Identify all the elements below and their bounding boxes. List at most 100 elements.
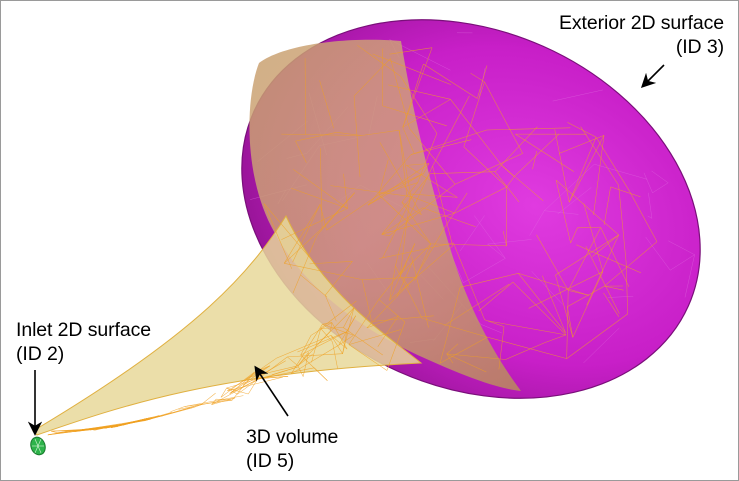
volume-mesh-edge [446,353,487,373]
volume-mesh-edge [580,126,619,186]
volume-mesh-edge [400,193,411,275]
volume-mesh-edge [343,327,383,356]
volume-mesh-edge [396,260,414,297]
volume-mesh-edge [216,398,233,401]
volume-mesh-edge [439,287,461,364]
volume-mesh-edge [463,81,485,147]
volume-mesh-edge [276,335,332,359]
volume-mesh-edge [487,336,567,359]
exterior-mesh-edge [544,210,579,215]
exterior-mesh-edge [652,182,669,194]
volume-mesh-edge [555,234,619,276]
volume-mesh-edge [405,165,433,225]
volume-mesh-edge [293,169,348,209]
volume-mesh-edge [188,407,194,409]
volume-mesh-edge [505,342,545,360]
volume-mesh-edge [361,129,400,136]
volume-mesh-edge [484,319,505,327]
exterior-mesh-edge [648,192,653,219]
exterior-surface-label: Exterior 2D surface (ID 3) [559,11,724,59]
volume-mesh-edge [401,202,432,245]
volume-mesh-edge [343,307,355,328]
volume-label-line1: 3D volume [246,426,339,448]
volume-mesh-edge [422,207,476,228]
volume-mesh-edge [76,423,122,432]
volume-mesh-edge [484,81,523,154]
volume-mesh-edge [201,392,216,405]
volume-mesh-edge [184,395,244,407]
volume-mesh-edge [378,264,407,300]
volume-mesh-edge [330,322,333,331]
volume-mesh-edge [371,315,434,322]
volume-mesh-edge [184,399,233,407]
inlet-mesh-edge [37,445,42,454]
volume-mesh-edge [121,415,163,425]
volume-mesh-edge [421,317,488,338]
exterior-mesh-edge [480,324,502,334]
volume-arrow [254,365,289,417]
volume-mesh-edge [320,148,323,229]
exterior-mesh-edge [529,210,545,236]
volume-mesh-edge [322,322,332,325]
volume-mesh-edge [430,171,496,174]
volume-mesh-edge [423,163,430,174]
volume-mesh-edge [381,234,390,237]
volume-mesh [47,45,658,436]
volume-mesh-edge [402,99,451,128]
volume-mesh-edge [463,146,507,188]
exterior-mesh-edge [583,327,620,364]
inlet-mesh [32,438,44,454]
volume-mesh-edge [406,165,458,198]
volume-mesh-edge [566,313,628,359]
volume-mesh-edge [478,281,514,312]
exterior-mesh-edge [643,172,653,193]
volume-mesh-edge [64,429,85,433]
volume-mesh-edge [300,274,328,298]
volume-mesh-edge [410,193,458,198]
volume-mesh-edge [568,136,597,203]
volume-mesh-edge [226,387,238,395]
volume-mesh-edge [402,127,415,153]
volume-mesh-edge [379,142,422,215]
volume-mesh-edge [512,281,567,336]
exterior-mesh-edge [459,215,485,252]
volume-mesh-edge [378,182,418,195]
volume-mesh-edge [411,129,487,155]
volume-mesh-edge [388,84,451,100]
volume-mesh-edge [595,136,630,192]
inlet-surface-label: Inlet 2D surface (ID 2) [16,318,151,366]
volume-mesh-edge [295,140,307,163]
volume-mesh-edge [572,271,604,338]
volume-mesh-edge [625,261,628,314]
volume-mesh-edge [389,265,396,301]
volume-mesh-edge [366,277,416,329]
volume-mesh-edge [47,432,60,436]
volume-mesh-edge [401,201,422,215]
volume-mesh-edge [377,316,399,347]
volume-mesh-edge [326,194,380,231]
volume-mesh-edge [372,53,452,85]
volume-mesh-edge [331,322,348,350]
volume-mesh-edge [281,133,362,136]
volume-mesh-edge [593,135,605,216]
volume-mesh-edge [220,387,227,398]
exterior-mesh-edge [647,215,653,219]
volume-mesh-edge [555,180,571,244]
volume-mesh-edge [386,321,406,371]
volume-mesh-edge [514,133,560,177]
volume-mesh-edge [402,277,410,288]
volume-mesh-edge [343,173,348,209]
volume-mesh-edge [342,307,355,354]
exterior-mesh-edge [668,240,695,255]
volume-mesh-edge [292,234,318,294]
volume-mesh-edge [411,196,455,214]
exterior-arrow [640,64,665,89]
volume-mesh-edge [378,299,406,323]
volume-mesh-edge [388,183,456,237]
volume-mesh-edge [226,387,249,395]
volume-mesh-edge [576,244,642,274]
interior-cut-plane [249,39,521,392]
volume-mesh-edge [395,265,423,319]
volume-mesh-edge [291,188,348,209]
volume-mesh-edge [486,127,571,131]
